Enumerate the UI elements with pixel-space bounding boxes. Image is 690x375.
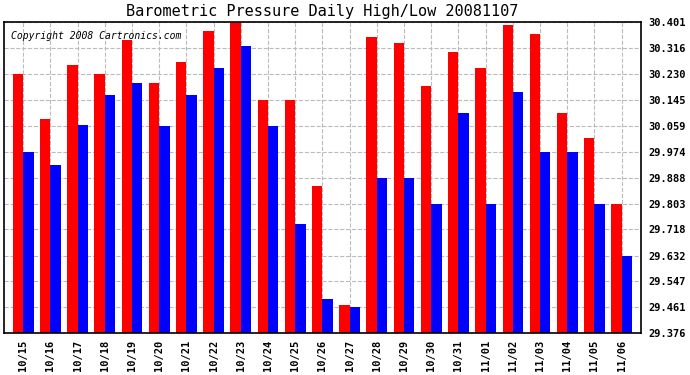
Bar (339, 305, 350, 333)
Bar (50, 165, 61, 333)
Bar (68, 64, 77, 333)
Bar (159, 126, 170, 333)
Bar (513, 92, 523, 333)
Bar (23, 152, 34, 333)
Bar (366, 37, 377, 333)
Bar (530, 34, 540, 333)
Bar (584, 138, 595, 333)
Bar (557, 113, 567, 333)
Bar (149, 83, 159, 333)
Bar (214, 68, 224, 333)
Bar (540, 152, 551, 333)
Bar (377, 178, 387, 333)
Bar (257, 99, 268, 333)
Bar (475, 68, 486, 333)
Bar (431, 204, 442, 333)
Bar (567, 152, 578, 333)
Bar (295, 224, 306, 333)
Bar (268, 126, 278, 333)
Bar (502, 25, 513, 333)
Bar (486, 204, 496, 333)
Bar (595, 204, 605, 333)
Bar (622, 255, 632, 333)
Bar (350, 308, 360, 333)
Bar (95, 74, 105, 333)
Title: Barometric Pressure Daily High/Low 20081107: Barometric Pressure Daily High/Low 20081… (126, 4, 519, 19)
Bar (421, 86, 431, 333)
Bar (611, 204, 622, 333)
Bar (458, 113, 469, 333)
Bar (13, 74, 23, 333)
Bar (132, 83, 142, 333)
Bar (394, 43, 404, 333)
Bar (121, 40, 132, 333)
Bar (404, 178, 415, 333)
Bar (176, 62, 186, 333)
Text: Copyright 2008 Cartronics.com: Copyright 2008 Cartronics.com (10, 31, 181, 41)
Bar (322, 298, 333, 333)
Bar (241, 46, 251, 333)
Bar (312, 186, 322, 333)
Bar (77, 125, 88, 333)
Bar (204, 31, 214, 333)
Bar (40, 119, 50, 333)
Bar (105, 95, 115, 333)
Bar (448, 53, 458, 333)
Bar (285, 99, 295, 333)
Bar (186, 95, 197, 333)
Bar (230, 22, 241, 333)
